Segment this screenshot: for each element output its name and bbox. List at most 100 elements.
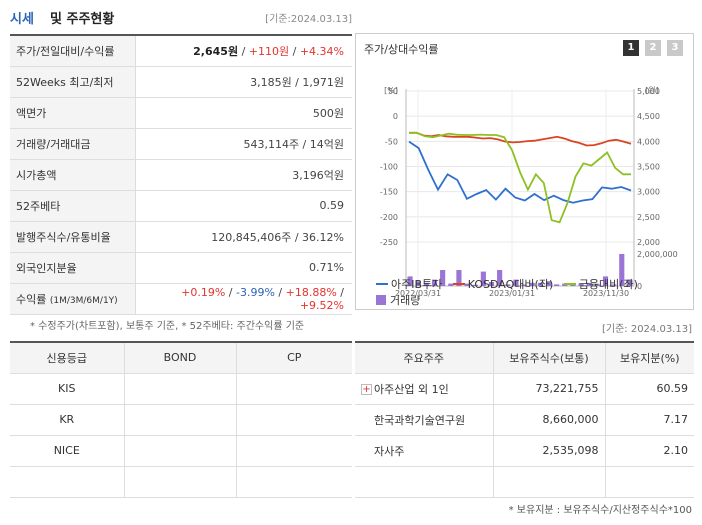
- volume-bar: [488, 282, 495, 286]
- w52-label: 52Weeks 최고/최저: [10, 66, 136, 98]
- mcap-row: 시가총액 3,196억원: [10, 159, 352, 191]
- return-label: 수익률 (1M/3M/6M/1Y): [10, 283, 136, 315]
- relative-return-chart: [%] [원] 50 5,000 0 4,500 -50 4,000 -100 3,500 -150…: [380, 86, 678, 298]
- holders-header-pct: 보유지분(%): [605, 342, 694, 374]
- series-line-1: [409, 131, 632, 147]
- left-tick-label: 50: [388, 87, 398, 96]
- holder-name: [355, 466, 494, 498]
- volume-bar: [456, 270, 462, 286]
- legend-item-kosdaq[interactable]: KOSDAQ대비(좌): [452, 276, 554, 292]
- quote-notes: * 수정주가(차트포함), 보통주 기준, * 52주베타: 주간수익률 기준: [30, 321, 305, 332]
- legend-label-volume: 거래량: [390, 294, 421, 307]
- volume-row: 거래량/거래대금 543,114주 / 14억원: [10, 128, 352, 160]
- table-row: + 아주산업 외 1인 73,221,755 60.59: [355, 373, 694, 405]
- holder-shares: 2,535,098: [493, 435, 606, 467]
- legend-label-kosdaq: KOSDAQ대비(좌): [467, 278, 554, 291]
- expand-icon[interactable]: +: [361, 384, 372, 395]
- volume-bar: [448, 283, 454, 286]
- section-header: 시세 및 주주현황 [기준:2024.03.13]: [10, 8, 352, 30]
- chart-tab-1[interactable]: 1: [623, 40, 639, 56]
- x-tick-label: 2023/11/30: [583, 289, 629, 298]
- credit-bond: [124, 435, 237, 467]
- shares-row: 발행주식수/유통비율 120,845,406주 / 36.12%: [10, 221, 352, 253]
- legend-swatch-kosdaq: [452, 283, 465, 285]
- volume-bar: [529, 282, 535, 286]
- legend-item-volume[interactable]: 거래량: [376, 292, 420, 308]
- holder-pct: 60.59: [605, 373, 694, 405]
- credit-agency: KR: [10, 404, 125, 436]
- section-title-holders: 및 주주현황: [50, 12, 115, 27]
- return-3m: -3.99%: [236, 285, 275, 299]
- holder-name[interactable]: + 아주산업 외 1인: [355, 373, 494, 405]
- legend-item-finance[interactable]: 금융대비(좌): [563, 276, 638, 292]
- left-axis-unit: [%]: [384, 86, 398, 95]
- left-tick-label: -50: [385, 137, 398, 146]
- current-price: 2,645원: [193, 44, 239, 58]
- credit-cp: [236, 373, 352, 405]
- credit-cp: [236, 404, 352, 436]
- legend-swatch-stock: [376, 283, 388, 285]
- credit-rating-table: 신용등급 BOND CP KIS KR NICE: [10, 341, 352, 498]
- return-label-text: 수익률: [16, 292, 47, 306]
- right-tick-label: 2,000: [637, 238, 660, 247]
- volume-bar: [619, 254, 625, 286]
- foreign-value: 0.71%: [135, 252, 352, 284]
- table-row: [355, 466, 694, 498]
- right-tick-label: 4,500: [637, 112, 660, 121]
- par-label: 액면가: [10, 97, 136, 129]
- holder-name: 한국과학기술연구원: [355, 404, 494, 436]
- mcap-label: 시가총액: [10, 159, 136, 191]
- holders-reference-date: [기준: 2024.03.13]: [601, 324, 692, 335]
- credit-cp: [236, 466, 352, 498]
- credit-header-cp: CP: [236, 342, 352, 374]
- holder-shares: [493, 466, 606, 498]
- return-1m: +0.19%: [181, 285, 226, 299]
- table-row: KIS: [10, 373, 352, 405]
- holder-name-text: 아주산업 외 1인: [374, 382, 449, 396]
- par-row: 액면가 500원: [10, 97, 352, 129]
- volume-bar: [602, 276, 609, 286]
- legend-label-finance: 금융대비(좌): [578, 278, 638, 291]
- major-holders-table: 주요주주 보유주식수(보통) 보유지분(%) + 아주산업 외 1인 73,221…: [355, 341, 694, 498]
- left-tick-label: -250: [380, 238, 398, 247]
- holder-pct: [605, 466, 694, 498]
- volume-tick-label: 0: [637, 282, 642, 291]
- section-title-quote[interactable]: 시세: [10, 12, 34, 27]
- return-6m: +18.88%: [285, 285, 337, 299]
- legend-item-stock[interactable]: 아주IB투자: [376, 276, 442, 292]
- volume-bar: [554, 284, 560, 286]
- w52-value: 3,185원 / 1,971원: [135, 66, 352, 98]
- chart-tab-3[interactable]: 3: [667, 40, 683, 56]
- holders-note: * 보유지분 : 보유주식수/지산정주식수*100: [508, 505, 692, 516]
- legend-swatch-finance: [563, 283, 576, 285]
- shares-value: 120,845,406주 / 36.12%: [135, 221, 352, 253]
- volume-bar: [570, 284, 576, 286]
- credit-header-bond: BOND: [124, 342, 237, 374]
- right-tick-label: 3,500: [637, 163, 660, 172]
- chart-panel: 주가/상대수익률 1 2 3 [%] [원] 50 5,000 0 4,500 -50 4,0…: [355, 33, 694, 310]
- return-row: 수익률 (1M/3M/6M/1Y) +0.19% / -3.99% / +18.…: [10, 283, 352, 315]
- volume-bar: [505, 284, 511, 286]
- volume-bar: [627, 279, 633, 286]
- right-tick-label: 4,000: [637, 137, 660, 146]
- volume-bar: [545, 281, 552, 286]
- beta-row: 52주베타 0.59: [10, 190, 352, 222]
- holder-pct: 7.17: [605, 404, 694, 436]
- mcap-value: 3,196억원: [135, 159, 352, 191]
- credit-agency: [10, 466, 125, 498]
- right-tick-label: 3,000: [637, 188, 660, 197]
- right-tick-label: 2,500: [637, 213, 660, 222]
- table-row: 한국과학기술연구원 8,660,000 7.17: [355, 404, 694, 436]
- legend-label-stock: 아주IB투자: [391, 278, 443, 291]
- holder-name: 자사주: [355, 435, 494, 467]
- foreign-row: 외국인지분율 0.71%: [10, 252, 352, 284]
- volume-bar: [464, 283, 470, 286]
- volume-bar: [415, 281, 421, 286]
- holder-shares: 73,221,755: [493, 373, 606, 405]
- volume-bar: [440, 270, 446, 286]
- chart-tab-2[interactable]: 2: [645, 40, 661, 56]
- return-periods: (1M/3M/6M/1Y): [49, 295, 118, 306]
- chart-title: 주가/상대수익률: [364, 43, 439, 56]
- volume-bar: [480, 271, 486, 286]
- shares-label: 발행주식수/유통비율: [10, 221, 136, 253]
